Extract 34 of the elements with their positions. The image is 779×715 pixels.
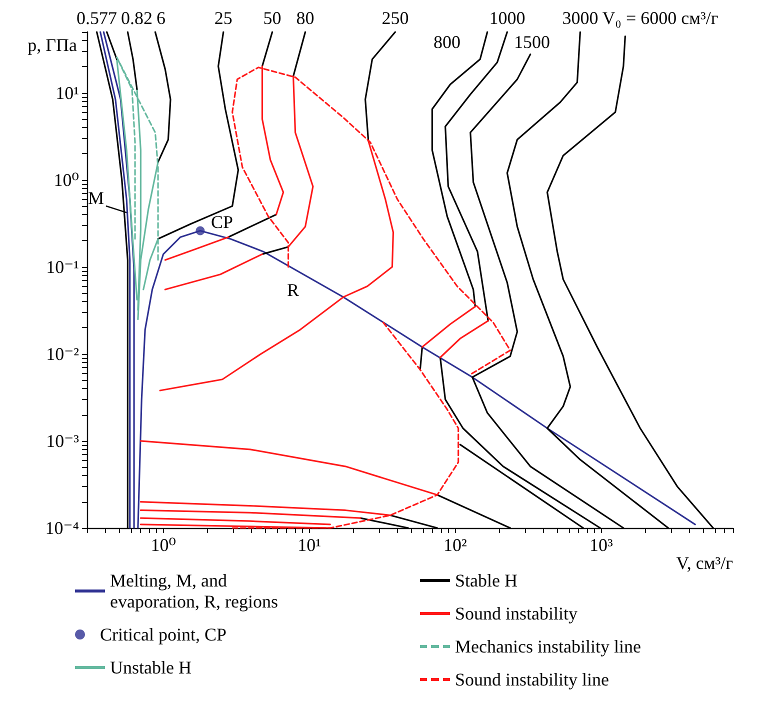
x-tick-label: 10⁰ <box>150 535 176 555</box>
annotation: 800 <box>434 32 460 52</box>
y-tick-label: 10⁻³ <box>46 430 80 451</box>
annotation: 25 <box>214 8 232 28</box>
legend-label: Stable H <box>455 570 518 590</box>
annotation: 250 <box>382 8 409 28</box>
annotation: R <box>286 280 300 300</box>
annotation: 0.82 <box>121 8 153 28</box>
x-tick-label: 10³ <box>589 535 614 555</box>
y-axis-title: p, ГПа <box>28 35 77 55</box>
annotation: 50 <box>263 8 282 28</box>
y-tick-label: 10⁰ <box>54 170 79 190</box>
x-tick-label: 10¹ <box>298 535 321 555</box>
legend-label: Critical point, CP <box>100 624 227 644</box>
annotation: 80 <box>296 8 314 28</box>
annotation: 6 <box>156 8 166 28</box>
annotation: CP <box>210 212 234 232</box>
annotation: 1000 <box>489 8 526 28</box>
legend-label: Unstable H <box>110 658 192 678</box>
legend-label: Melting, M, and evaporation, R, regions <box>110 570 278 612</box>
annotation: 3000 <box>562 8 598 28</box>
x-tick-label: 10² <box>444 535 467 555</box>
annotation: 0.577 <box>76 8 118 28</box>
annotation: V₀ = 6000 см³/г <box>602 8 718 28</box>
legend-label: Mechanics instability line <box>455 636 641 656</box>
legend-label: Sound instability line <box>455 670 610 690</box>
y-tick-label: 10⁻¹ <box>46 256 79 277</box>
x-axis-title: V, см³/г <box>676 553 733 573</box>
y-tick-label: 10¹ <box>56 82 79 103</box>
y-tick-label: 10⁻² <box>46 344 79 364</box>
annotation: M <box>88 188 104 208</box>
y-tick-label: 10⁻⁴ <box>45 518 79 538</box>
annotation: 1500 <box>514 32 550 52</box>
legend-label: Sound instability <box>455 604 578 624</box>
